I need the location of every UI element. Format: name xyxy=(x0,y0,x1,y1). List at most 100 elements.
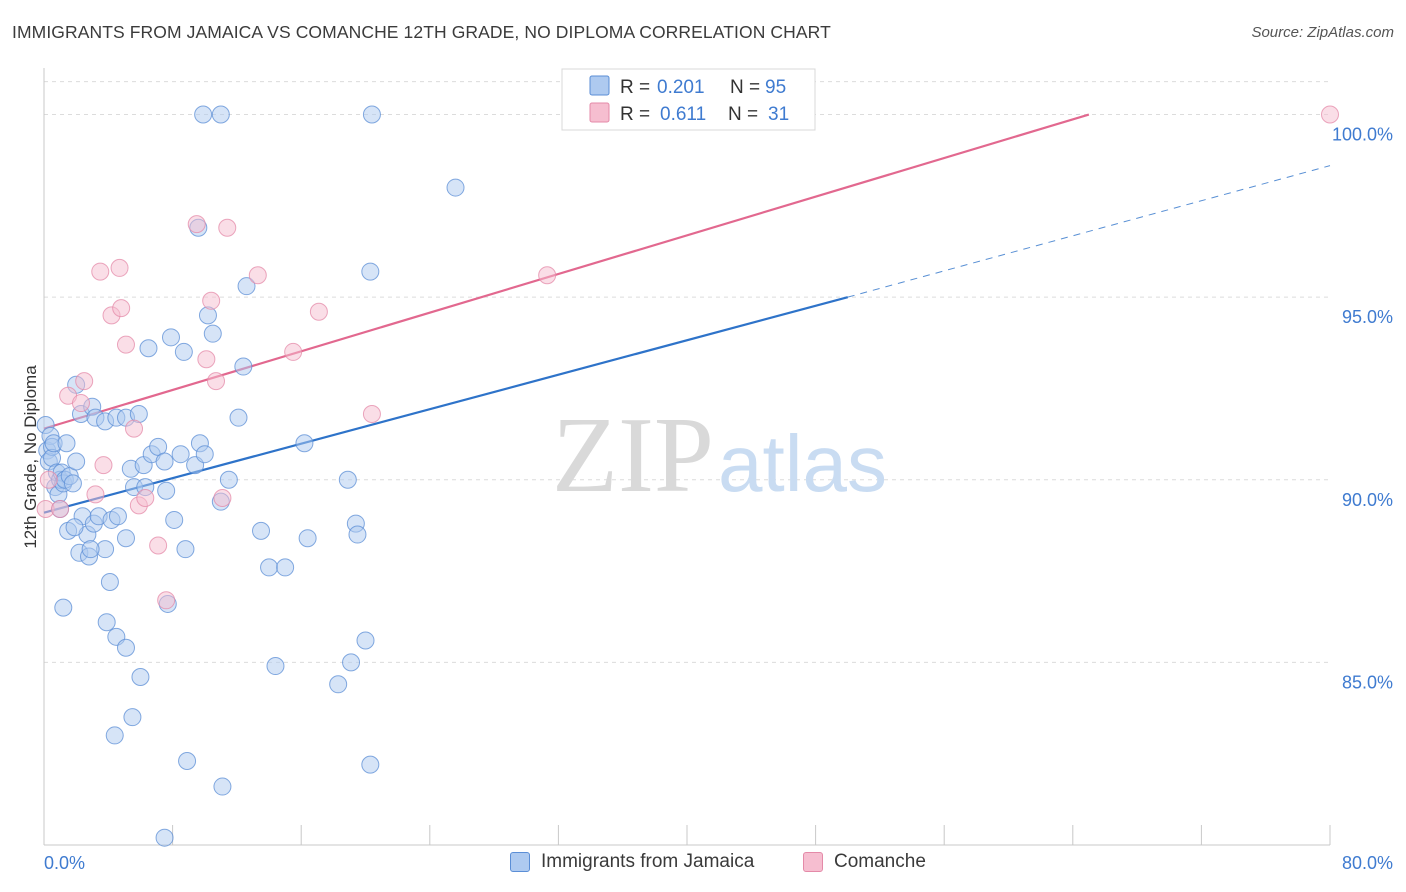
jamaica-point xyxy=(155,828,174,847)
comanche-point xyxy=(71,394,90,413)
points-comanche xyxy=(36,105,1339,610)
watermark-atlas: atlas xyxy=(718,419,887,508)
jamaica-point xyxy=(174,342,193,361)
jamaica-point xyxy=(362,105,381,124)
jamaica-point xyxy=(194,105,213,124)
comanche-point xyxy=(116,335,135,354)
comanche-point xyxy=(309,302,328,321)
legend-swatch-jamaica xyxy=(589,75,610,96)
jamaica-point xyxy=(116,529,135,548)
jamaica-point xyxy=(65,518,84,537)
legend-swatch-comanche-bottom xyxy=(803,852,823,872)
comanche-point xyxy=(284,342,303,361)
jamaica-point xyxy=(178,751,197,770)
trend-line-jamaica xyxy=(43,296,849,514)
jamaica-point xyxy=(116,638,135,657)
jamaica-point xyxy=(329,675,348,694)
legend-label-jamaica: Immigrants from Jamaica xyxy=(541,851,755,872)
jamaica-point xyxy=(361,262,380,281)
jamaica-point xyxy=(157,481,176,500)
legend-r-value-jamaica: 0.201 xyxy=(657,77,705,98)
comanche-point xyxy=(39,470,58,489)
jamaica-point xyxy=(342,653,361,672)
y-tick-label-95: 95.0% xyxy=(1342,307,1393,327)
jamaica-point xyxy=(203,324,222,343)
jamaica-point xyxy=(361,755,380,774)
legend-swatch-comanche xyxy=(589,102,610,123)
y-tick-labels: 85.0% 90.0% 95.0% 100.0% xyxy=(1332,125,1393,693)
jamaica-point xyxy=(67,452,86,471)
jamaica-point xyxy=(195,445,214,464)
jamaica-point xyxy=(219,470,238,489)
watermark-zip: ZIP xyxy=(552,396,714,515)
comanche-point xyxy=(110,258,129,277)
jamaica-point xyxy=(446,178,465,197)
comanche-point xyxy=(136,489,155,508)
x-tick-label-max: 80.0% xyxy=(1342,853,1393,873)
comanche-point xyxy=(187,215,206,234)
jamaica-point xyxy=(252,521,271,540)
jamaica-point xyxy=(123,708,142,727)
comanche-point xyxy=(213,489,232,508)
jamaica-point xyxy=(211,105,230,124)
jamaica-point xyxy=(298,529,317,548)
legend-n-value-jamaica: 95 xyxy=(765,77,786,98)
x-tick-labels: 0.0% 80.0% xyxy=(44,853,1393,873)
jamaica-point xyxy=(97,613,116,632)
comanche-point xyxy=(125,419,144,438)
jamaica-point xyxy=(131,667,150,686)
legend-item-jamaica[interactable]: Immigrants from Jamaica xyxy=(510,851,754,873)
jamaica-point xyxy=(155,452,174,471)
jamaica-point xyxy=(171,445,190,464)
legend-r-value-comanche: 0.611 xyxy=(660,104,706,125)
comanche-point xyxy=(91,262,110,281)
legend-label-comanche: Comanche xyxy=(834,851,926,872)
jamaica-point xyxy=(176,540,195,559)
y-tick-label-100: 100.0% xyxy=(1332,125,1393,145)
comanche-point xyxy=(197,350,216,369)
trend-line-jamaica-extension xyxy=(847,165,1331,298)
jamaica-point xyxy=(165,510,184,529)
comanche-point xyxy=(112,299,131,318)
jamaica-point xyxy=(237,277,256,296)
comanche-point xyxy=(207,372,226,391)
legend-item-comanche[interactable]: Comanche xyxy=(803,851,926,873)
legend-n-label: N = xyxy=(730,77,760,98)
y-tick-label-85: 85.0% xyxy=(1342,672,1393,692)
legend-r-label-2: R = xyxy=(620,104,650,125)
jamaica-point xyxy=(229,408,248,427)
comanche-point xyxy=(149,536,168,555)
jamaica-point xyxy=(54,598,73,617)
legend-r-label: R = xyxy=(620,77,650,98)
legend-n-label-2: N = xyxy=(728,104,758,125)
jamaica-point xyxy=(63,474,82,493)
jamaica-point xyxy=(276,558,295,577)
jamaica-point xyxy=(139,339,158,358)
comanche-point xyxy=(51,499,70,518)
jamaica-point xyxy=(338,470,357,489)
jamaica-point xyxy=(234,357,253,376)
comanche-point xyxy=(75,372,94,391)
comanche-point xyxy=(538,266,557,285)
jamaica-point xyxy=(213,777,232,796)
chart-title: IMMIGRANTS FROM JAMAICA VS COMANCHE 12TH… xyxy=(12,22,831,42)
trend-line-comanche xyxy=(43,113,1090,430)
comanche-point xyxy=(86,485,105,504)
comanche-point xyxy=(94,456,113,475)
jamaica-point xyxy=(198,306,217,325)
jamaica-point xyxy=(161,328,180,347)
legend-n-value-comanche: 31 xyxy=(768,104,789,125)
bottom-legend: Immigrants from Jamaica Comanche xyxy=(0,851,1406,879)
jamaica-point xyxy=(266,657,285,676)
jamaica-point xyxy=(348,525,367,544)
chart-source: Source: ZipAtlas.com xyxy=(1251,24,1394,41)
watermark: ZIP atlas xyxy=(552,396,887,515)
jamaica-point xyxy=(81,540,100,559)
jamaica-point xyxy=(356,631,375,650)
jamaica-point xyxy=(108,507,127,526)
comanche-point xyxy=(362,405,381,424)
comanche-point xyxy=(248,266,267,285)
jamaica-point xyxy=(105,726,124,745)
top-legend: R = 0.201 N = 95 R = 0.611 N = 31 xyxy=(561,68,816,131)
